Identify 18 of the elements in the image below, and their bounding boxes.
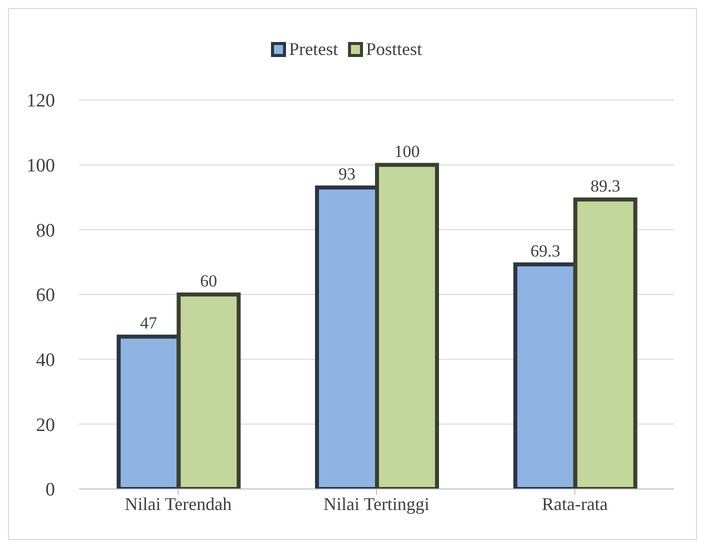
y-tick-label: 100 xyxy=(26,156,55,177)
data-label: 47 xyxy=(140,314,158,333)
data-label: 100 xyxy=(394,142,420,161)
y-tick-label: 40 xyxy=(36,350,55,372)
y-tick-label: 120 xyxy=(26,90,55,112)
y-tick-label: 20 xyxy=(36,414,55,436)
legend-label: Pretest xyxy=(288,39,338,60)
y-tick-label: 0 xyxy=(46,480,55,501)
legend-label: Posttest xyxy=(364,39,422,60)
data-label: 69.3 xyxy=(530,241,560,260)
x-tick-label: Rata-rata xyxy=(542,494,608,514)
data-label: 93 xyxy=(338,164,356,184)
data-label: 89.3 xyxy=(590,176,620,196)
x-tick-label: Nilai Tertinggi xyxy=(324,494,430,514)
y-tick-label: 80 xyxy=(36,220,55,242)
data-label: 60 xyxy=(200,272,218,290)
x-tick-label: Nilai Terendah xyxy=(124,494,232,514)
y-tick-label: 60 xyxy=(36,285,55,306)
